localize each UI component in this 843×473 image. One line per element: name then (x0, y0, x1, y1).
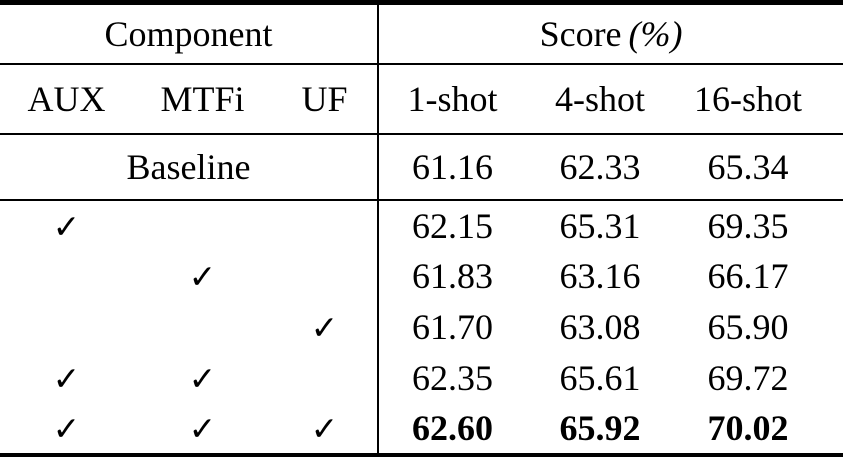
checkmark-icon: ✓ (188, 409, 217, 448)
aux-check-cell: ✓ (0, 353, 133, 404)
uf-check-cell (272, 251, 378, 302)
baseline-label: Baseline (0, 133, 379, 201)
col-header-aux: AUX (0, 63, 133, 135)
aux-check-cell (0, 302, 133, 353)
col-header-1shot: 1-shot (377, 63, 527, 135)
ablation-table: Component Score (%) AUX MTFi UF 1-shot 4-… (0, 0, 843, 457)
aux-check-cell (0, 251, 133, 302)
score-value-4shot: 65.61 (559, 358, 641, 398)
checkmark-icon: ✓ (52, 409, 81, 448)
component-header: Component (0, 2, 379, 65)
uf-check-cell (272, 353, 378, 404)
score-value-1shot: 62.15 (377, 199, 527, 251)
table-row: ✓ ✓ 62.35 65.61 69.72 (0, 352, 843, 404)
uf-check-cell (272, 200, 378, 251)
score-value-4shot: 65.92 (559, 408, 641, 448)
uf-check-cell: ✓ (272, 404, 378, 455)
uf-check-cell: ✓ (272, 302, 378, 353)
score-value-1shot: 61.70 (377, 301, 527, 353)
baseline-row: Baseline 61.16 62.33 65.34 (0, 133, 843, 201)
mtfi-check-cell (133, 302, 272, 353)
score-value-1shot: 62.60 (377, 403, 527, 455)
column-header-row: AUX MTFi UF 1-shot 4-shot 16-shot (0, 63, 843, 135)
checkmark-icon: ✓ (52, 206, 81, 246)
baseline-value-16shot: 65.34 (674, 133, 843, 201)
score-value-4shot: 63.16 (559, 256, 641, 296)
score-header: Score (%) (377, 2, 843, 65)
col-header-16shot: 16-shot (674, 63, 843, 135)
score-value-16shot: 70.02 (707, 408, 789, 448)
table-row: ✓ 62.15 65.31 69.35 (0, 199, 843, 251)
table-row: ✓ 61.70 63.08 65.90 (0, 301, 843, 353)
checkmark-icon: ✓ (310, 409, 339, 448)
mtfi-check-cell: ✓ (133, 404, 272, 455)
score-value-4shot: 65.31 (559, 205, 641, 246)
col-header-uf: UF (272, 63, 379, 135)
mtfi-check-cell (133, 200, 272, 251)
checkmark-icon: ✓ (188, 257, 217, 296)
score-value-16shot: 69.35 (707, 205, 789, 246)
checkmark-icon: ✓ (188, 359, 217, 398)
group-header-row: Component Score (%) (0, 2, 843, 65)
table-row-full-model: ✓ ✓ ✓ 62.60 65.92 70.02 (0, 403, 843, 455)
table-row: ✓ 61.83 63.16 66.17 (0, 250, 843, 302)
mtfi-check-cell: ✓ (133, 251, 272, 302)
aux-check-cell: ✓ (0, 404, 133, 455)
score-header-unit: (%) (628, 13, 683, 54)
score-value-16shot: 66.17 (707, 256, 789, 296)
checkmark-icon: ✓ (52, 359, 81, 398)
baseline-value-4shot: 62.33 (526, 133, 675, 201)
mtfi-check-cell: ✓ (133, 353, 272, 404)
col-header-mtfi: MTFi (133, 63, 272, 135)
score-value-16shot: 65.90 (707, 307, 789, 347)
checkmark-icon: ✓ (310, 308, 339, 347)
aux-check-cell: ✓ (0, 200, 133, 251)
score-value-4shot: 63.08 (559, 307, 641, 347)
score-value-16shot: 69.72 (707, 358, 789, 398)
score-value-1shot: 62.35 (377, 352, 527, 404)
col-header-4shot: 4-shot (526, 63, 675, 135)
score-value-1shot: 61.83 (377, 250, 527, 302)
score-header-label: Score (539, 13, 622, 54)
baseline-value-1shot: 61.16 (377, 133, 527, 201)
